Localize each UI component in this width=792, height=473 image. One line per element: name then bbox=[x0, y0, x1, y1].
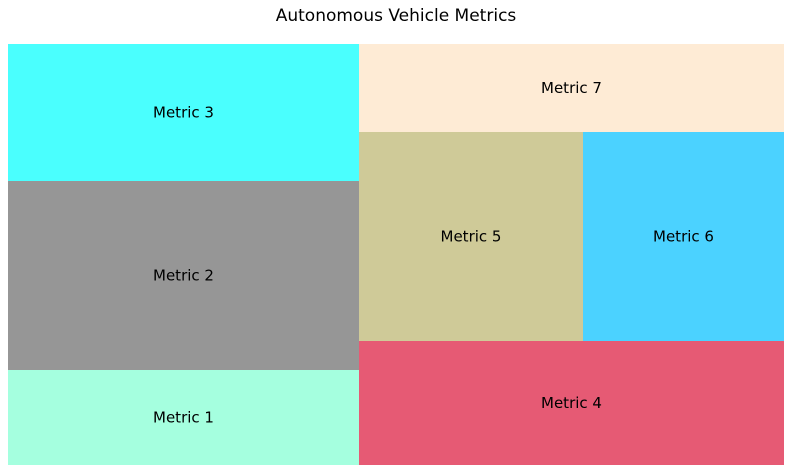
tile-metric-2 bbox=[8, 181, 359, 370]
tile-label-metric-3: Metric 3 bbox=[153, 104, 214, 122]
tile-metric-6 bbox=[583, 132, 784, 341]
tile-metric-4 bbox=[359, 341, 784, 465]
tile-metric-5 bbox=[359, 132, 583, 341]
tile-metric-1 bbox=[8, 370, 359, 465]
tile-label-metric-4: Metric 4 bbox=[541, 394, 602, 412]
tile-label-metric-2: Metric 2 bbox=[153, 267, 214, 285]
tile-metric-3 bbox=[8, 44, 359, 181]
tile-label-metric-1: Metric 1 bbox=[153, 409, 214, 427]
tile-metric-7 bbox=[359, 44, 784, 132]
tile-label-metric-6: Metric 6 bbox=[653, 228, 714, 246]
tile-label-metric-7: Metric 7 bbox=[541, 79, 602, 97]
tile-label-metric-5: Metric 5 bbox=[441, 228, 502, 246]
chart-title: Autonomous Vehicle Metrics bbox=[275, 6, 517, 26]
